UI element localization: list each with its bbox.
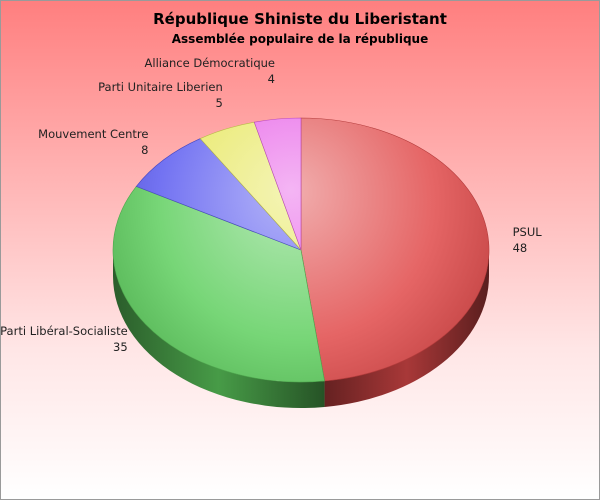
slice-label-psul: PSUL [513, 225, 543, 239]
pie-slice-psul [300, 117, 490, 382]
slice-value-psul: 48 [513, 241, 528, 255]
slice-value-parti-liberal-socialiste: 35 [113, 340, 128, 354]
pie-slice-mouvement-centre [135, 138, 302, 251]
pie-slice-parti-liberal-socialiste [112, 186, 325, 383]
pie-slice-alliance-democratique [253, 117, 302, 251]
pie-sides [113, 250, 489, 408]
pie-slices [112, 117, 490, 383]
slice-value-mouvement-centre: 8 [141, 143, 148, 157]
slice-label-parti-liberal-socialiste: Parti Libéral-Socialiste [1, 324, 128, 338]
slice-value-parti-unitaire-liberien: 5 [215, 96, 222, 110]
slice-value-alliance-democratique: 4 [268, 72, 275, 86]
chart-title: République Shiniste du Liberistant [153, 10, 447, 28]
pie-side-psul [324, 250, 489, 407]
slice-label-alliance-democratique: Alliance Démocratique [145, 56, 275, 70]
slice-label-parti-unitaire-liberien: Parti Unitaire Liberien [98, 80, 223, 94]
slice-label-mouvement-centre: Mouvement Centre [38, 127, 148, 141]
chart-subtitle: Assemblée populaire de la république [171, 32, 429, 46]
pie-side-parti-liberal-socialiste [113, 250, 325, 408]
